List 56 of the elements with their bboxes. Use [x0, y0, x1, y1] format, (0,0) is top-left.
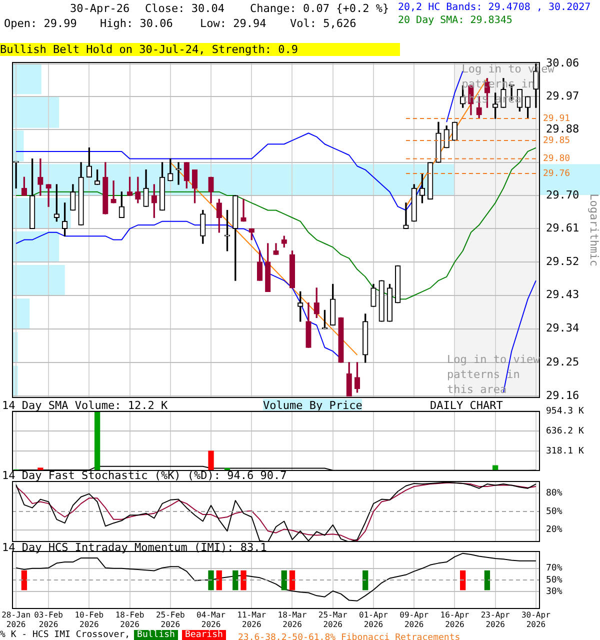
y-tick-label: 29.25	[546, 355, 580, 368]
x-tick-label: 04-Mar 2026	[196, 610, 226, 629]
y-tick-label: 50%	[546, 575, 563, 586]
y-tick-label: 636.2 K	[546, 426, 585, 436]
x-tick-label: 18-Feb 2026	[115, 610, 144, 629]
x-tick-label: 01-Apr 2026	[359, 610, 388, 629]
text: Change: 0.07 {+0.2 %}	[250, 2, 390, 15]
y-tick-label: 80%	[546, 488, 563, 499]
x-tick-label: 25-Feb 2026	[156, 610, 186, 629]
x-tick-label: 25-Mar 2026	[318, 610, 348, 629]
text: 20,2 HC Bands: 29.4708 , 30.2027	[398, 2, 591, 13]
ref-line-label: 29.76	[543, 168, 570, 179]
y-tick-label: 30%	[546, 586, 563, 597]
legend-title: % K - HCS IMI Crossover,	[0, 630, 130, 640]
x-tick-label: 28-Jan 2026	[2, 610, 31, 629]
text: Low: 29.94	[200, 17, 266, 30]
y-tick-label: 29.16	[546, 388, 580, 402]
y-tick-label: 29.34	[546, 322, 580, 335]
y-tick-label: 50%	[546, 506, 563, 517]
x-tick-label: 30-Apr 2026	[521, 610, 551, 629]
ref-line-label: 29.85	[543, 136, 570, 146]
x-tick-label: 23-Apr 2026	[480, 610, 510, 629]
y-tick-label: 954.3 K	[546, 406, 585, 416]
y-tick-label: 29.61	[546, 222, 580, 235]
y-tick-label: 318.1 K	[546, 446, 585, 456]
text: Close: 30.04	[145, 2, 224, 15]
y-tick-label: 29.88	[546, 122, 580, 136]
text: 20 Day SMA: 29.8345	[398, 15, 514, 26]
y-tick-label: 70%	[546, 564, 563, 574]
chart-title: 14 Day SMA Volume: 12.2 K	[2, 399, 168, 412]
x-tick-label: 09-Apr 2026	[400, 610, 429, 629]
y-tick-label: 29.43	[546, 288, 580, 302]
text: 30-Apr-26	[70, 2, 130, 15]
x-tick-label: 11-Mar 2026	[237, 610, 266, 629]
y-tick-label: 29.97	[546, 89, 580, 102]
text: Bullish Belt Hold on 30-Jul-24, Strength: 0.9	[0, 43, 400, 56]
text: Bearish	[182, 630, 226, 640]
y-tick-label: 20%	[546, 525, 563, 536]
y-axis-title: Logarithmic	[588, 194, 600, 266]
text: Vol: 5,626	[290, 17, 356, 30]
x-tick-label: 03-Feb 2026	[34, 610, 64, 629]
text: High: 30.06	[100, 17, 173, 30]
ref-line-label: 29.80	[543, 154, 570, 164]
x-tick-label: 18-Mar 2026	[278, 610, 307, 629]
ref-line-label: 29.91	[543, 114, 570, 124]
y-tick-label: 29.70	[546, 188, 580, 202]
chart-title: 14 Day HCS Intraday Momentum (IMI): 83.1	[2, 541, 267, 554]
x-tick-label: 16-Apr 2026	[440, 610, 470, 629]
text: Bullish	[134, 630, 178, 640]
text: Volume By Price	[263, 399, 362, 412]
x-tick-label: 10-Feb 2026	[74, 610, 104, 629]
text: Open: 29.99	[4, 17, 77, 30]
annotation: DAILY CHART	[430, 399, 503, 412]
text: 23.6-38.2-50-61.8% Fibonacci Retracements	[238, 632, 460, 640]
chart-title: 14 Day Fast Stochastic (%K) (%D): 94.6 90.7	[2, 469, 287, 482]
y-tick-label: 29.52	[546, 254, 580, 268]
